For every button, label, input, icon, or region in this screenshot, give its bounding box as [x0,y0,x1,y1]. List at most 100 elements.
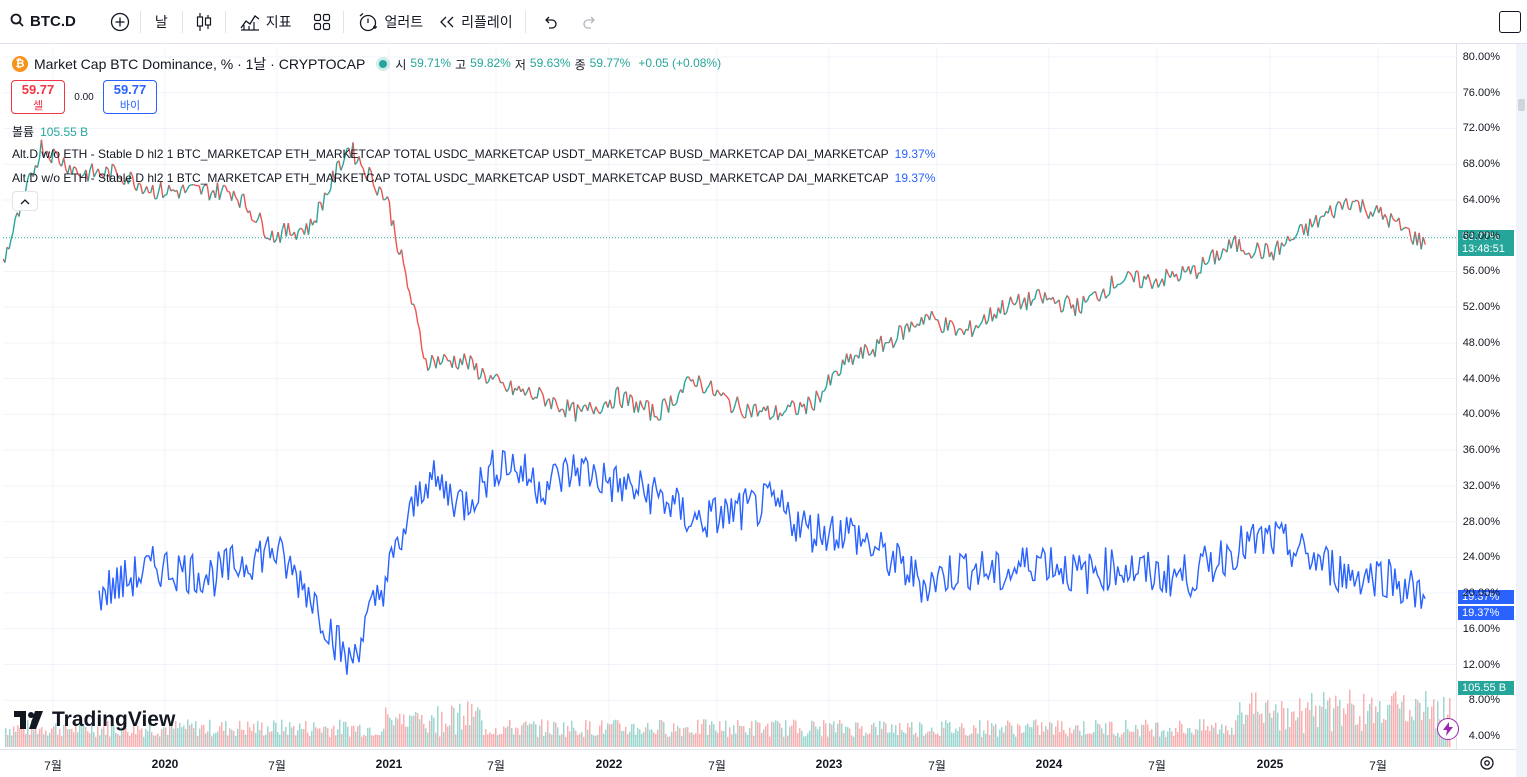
volume-bar [1281,700,1283,747]
tradingview-logo-icon [14,711,43,729]
volume-bar [1137,729,1139,747]
price-candle [1319,215,1323,219]
right-scrollbar[interactable] [1516,44,1527,777]
volume-bar [1043,731,1045,747]
price-candle [475,363,480,380]
price-candle [208,192,213,201]
price-candle [1129,272,1133,277]
last-price-tag: 59.77% 13:48:51 [1458,230,1514,256]
volume-bar [1119,736,1121,747]
price-candle [487,374,492,382]
chart-type-button[interactable] [183,0,225,44]
volume-bar [387,714,389,747]
price-candle [849,353,854,365]
time-tick-label: 7월 [44,759,62,773]
volume-bar [369,727,371,747]
volume-bar [325,726,327,747]
sell-label: 셀 [32,99,44,112]
price-candle [1214,250,1218,265]
indicator-value: 19.37% [894,171,936,185]
price-candle [378,186,382,190]
price-scale[interactable]: 59.77% 13:48:51 19.37% 19.37% 105.55 B 8… [1456,44,1516,749]
volume-bar [957,731,959,747]
volume-bar [463,715,465,747]
volume-bar [1073,729,1075,747]
volume-bar [665,733,667,747]
volume-bar [49,732,51,747]
price-candle [164,193,168,196]
price-candle [852,355,856,365]
volume-bar [1207,725,1209,747]
compare-symbol-button[interactable] [100,0,140,44]
volume-bar [1259,714,1261,747]
volume-bar [1343,708,1345,747]
price-candle [63,157,67,170]
tradingview-logo[interactable]: TradingView [14,708,175,732]
volume-bar [501,734,503,747]
price-candle [1222,248,1226,251]
main-chart-pane[interactable] [2,47,1456,747]
redo-button[interactable] [572,0,608,44]
price-candle [160,181,164,198]
chart-container[interactable]: ₿ Market Cap BTC Dominance, % · 1날 · CRY… [0,44,1527,777]
undo-button[interactable] [526,0,572,44]
volume-bar [1005,725,1007,747]
scrollbar-thumb[interactable] [1518,99,1525,111]
alert-button[interactable]: 얼러트 [344,0,433,44]
legend-title[interactable]: Market Cap BTC Dominance, % · 1날 · CRYPT… [34,56,366,72]
price-candle [771,415,775,419]
indicators-button[interactable]: 지표 [226,0,302,44]
volume-bar [1333,708,1335,747]
volume-bar [1381,722,1383,747]
interval-button[interactable]: 날 [154,13,168,30]
price-candle [627,394,631,407]
volume-bar [743,726,745,747]
volume-bar [577,734,579,747]
indicator-legend-1[interactable]: Alt.D w/o ETH - Stable D hl2 1 BTC_MARKE… [12,147,935,161]
volume-bar [185,729,187,747]
volume-bar [425,728,427,747]
price-candle [791,400,795,404]
price-candle [87,169,91,182]
volume-bar [1023,732,1025,747]
price-candle [261,221,265,236]
legend-collapse-button[interactable] [12,191,38,211]
replay-button[interactable]: 리플레이 [433,0,525,44]
price-candle [1030,299,1034,306]
indicator-legend-2[interactable]: Alt.D w/o ETH - Stable D hl2 1 BTC_MARKE… [12,171,935,185]
price-candle [1345,198,1350,209]
price-candle [843,353,848,366]
lightning-icon[interactable] [1437,718,1459,740]
volume-bar [1297,717,1299,747]
alt-dominance-line [98,449,1426,675]
price-candle [979,321,983,326]
sell-button[interactable]: 59.77 셀 [11,80,65,114]
price-candle [402,263,407,273]
price-candle [736,396,741,407]
volume-bar [1359,715,1361,747]
price-candle [55,151,59,155]
price-candle [716,389,720,394]
volume-bar [1065,733,1067,747]
volume-bar [869,733,871,747]
volume-bar [333,725,335,747]
volume-bar [1239,702,1241,747]
time-scale[interactable]: 7월 2020 7월 2021 7월 2022 7월 2023 7월 2024 7월 2025 7월 [0,749,1516,777]
price-candle [1356,199,1359,203]
volume-bar [1021,733,1023,747]
chart-canvas[interactable] [2,47,1456,747]
buy-button[interactable]: 59.77 바이 [103,80,157,114]
volume-bar [367,728,369,747]
templates-button[interactable] [301,0,343,44]
volume-bar [601,720,603,747]
volume-bar [701,723,703,747]
fullscreen-square-icon[interactable] [1499,11,1521,33]
symbol-search-button[interactable]: BTC.D [0,0,86,44]
volume-bar [625,726,627,747]
volume-bar [1339,699,1341,747]
volume-legend[interactable]: 볼륨 105.55 B [12,123,88,140]
volume-bar [529,723,531,747]
settings-gear-icon[interactable] [1478,754,1496,777]
price-candle [1013,301,1018,306]
price-candle [1046,297,1050,301]
